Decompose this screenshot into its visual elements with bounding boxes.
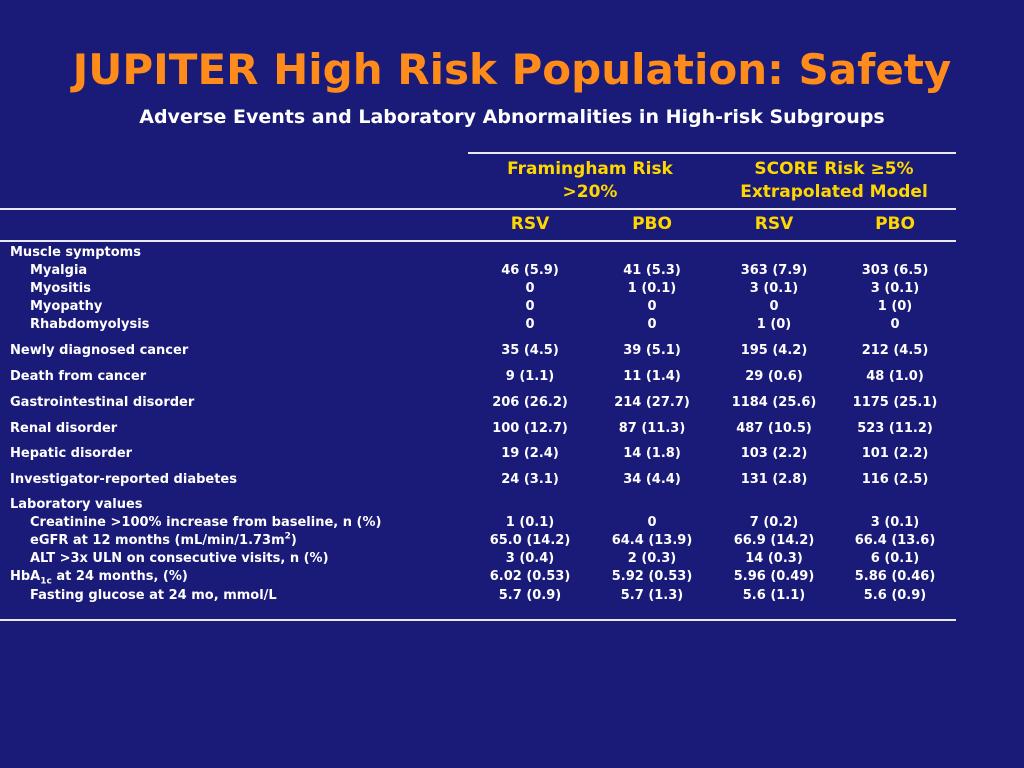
table-cell: 5.92 (0.53) bbox=[611, 569, 693, 584]
table-cell: 9 (1.1) bbox=[505, 369, 555, 384]
row-label-subscript: 1c bbox=[40, 576, 52, 587]
group-header-line: SCORE Risk ≥5% bbox=[754, 159, 914, 179]
table-cell: 5.6 (1.1) bbox=[742, 588, 806, 603]
table-cell: 5.96 (0.49) bbox=[733, 569, 815, 584]
table-cell: 0 bbox=[647, 299, 657, 314]
table-cell: 3 (0.1) bbox=[749, 281, 799, 296]
column-header-framingham-rsv: RSV bbox=[510, 214, 550, 234]
table-cell: 1 (0.1) bbox=[627, 281, 677, 296]
table-cell: 3 (0.4) bbox=[505, 551, 555, 566]
column-header-score-pbo: PBO bbox=[875, 214, 915, 234]
row-label: Creatinine >100% increase from baseline,… bbox=[30, 515, 382, 530]
table-cell: 1 (0.1) bbox=[505, 515, 555, 530]
table-cell: 0 bbox=[525, 281, 535, 296]
table-cell: 65.0 (14.2) bbox=[489, 533, 571, 548]
slide-subtitle: Adverse Events and Laboratory Abnormalit… bbox=[139, 106, 885, 128]
column-header-framingham-pbo: PBO bbox=[632, 214, 672, 234]
table-cell: 11 (1.4) bbox=[623, 369, 681, 384]
table-cell: 101 (2.2) bbox=[861, 446, 929, 461]
table-cell: 34 (4.4) bbox=[623, 472, 681, 487]
table-cell: 0 bbox=[890, 317, 900, 332]
table-cell: 41 (5.3) bbox=[623, 263, 681, 278]
table-cell: 6.02 (0.53) bbox=[489, 569, 571, 584]
table-cell: 103 (2.2) bbox=[740, 446, 808, 461]
table-cell: 1184 (25.6) bbox=[731, 395, 817, 410]
table-cell: 87 (11.3) bbox=[618, 421, 686, 436]
row-label: Myalgia bbox=[30, 263, 88, 278]
row-label: Myositis bbox=[30, 281, 91, 296]
group-header-score: SCORE Risk ≥5% Extrapolated Model bbox=[714, 158, 954, 204]
slide-title: JUPITER High Risk Population: Safety bbox=[72, 45, 952, 94]
table-cell: 3 (0.1) bbox=[870, 281, 920, 296]
table-cell: 116 (2.5) bbox=[861, 472, 929, 487]
group-header-rule bbox=[0, 208, 956, 210]
table-cell: 64.4 (13.9) bbox=[611, 533, 693, 548]
row-label-text: HbA bbox=[10, 569, 41, 584]
table-top-rule bbox=[468, 152, 956, 154]
table-cell: 48 (1.0) bbox=[866, 369, 924, 384]
table-cell: 131 (2.8) bbox=[740, 472, 808, 487]
column-header-rule bbox=[0, 240, 956, 242]
table-cell: 19 (2.4) bbox=[501, 446, 559, 461]
column-header-score-rsv: RSV bbox=[754, 214, 794, 234]
table-cell: 14 (0.3) bbox=[745, 551, 803, 566]
table-cell: 206 (26.2) bbox=[492, 395, 568, 410]
table-cell: 5.7 (1.3) bbox=[620, 588, 684, 603]
table-cell: 66.9 (14.2) bbox=[733, 533, 815, 548]
table-cell: 5.6 (0.9) bbox=[863, 588, 927, 603]
table-cell: 0 bbox=[525, 299, 535, 314]
row-label: Investigator-reported diabetes bbox=[10, 472, 237, 487]
table-cell: 35 (4.5) bbox=[501, 343, 559, 358]
group-header-line: Framingham Risk bbox=[507, 159, 673, 179]
row-label: Newly diagnosed cancer bbox=[10, 343, 189, 358]
group-header-line: >20% bbox=[562, 182, 618, 202]
row-label: Rhabdomyolysis bbox=[30, 317, 150, 332]
table-cell: 14 (1.8) bbox=[623, 446, 681, 461]
table-cell: 0 bbox=[769, 299, 779, 314]
row-label: Laboratory values bbox=[10, 497, 143, 512]
table-cell: 39 (5.1) bbox=[623, 343, 681, 358]
row-label: Renal disorder bbox=[10, 421, 118, 436]
table-cell: 363 (7.9) bbox=[740, 263, 808, 278]
table-cell: 3 (0.1) bbox=[870, 515, 920, 530]
row-label: ALT >3x ULN on consecutive visits, n (%) bbox=[30, 551, 329, 566]
table-cell: 303 (6.5) bbox=[861, 263, 929, 278]
row-label-text: at 24 months, (%) bbox=[51, 569, 188, 584]
row-label-text: eGFR at 12 months (mL/min/1.73m bbox=[30, 533, 285, 548]
table-cell: 24 (3.1) bbox=[501, 472, 559, 487]
group-header-line: Extrapolated Model bbox=[740, 182, 928, 202]
table-cell: 0 bbox=[525, 317, 535, 332]
table-cell: 5.86 (0.46) bbox=[854, 569, 936, 584]
table-cell: 2 (0.3) bbox=[627, 551, 677, 566]
table-cell: 1 (0) bbox=[877, 299, 913, 314]
table-cell: 212 (4.5) bbox=[861, 343, 929, 358]
group-header-framingham: Framingham Risk >20% bbox=[470, 158, 710, 204]
table-cell: 1 (0) bbox=[756, 317, 792, 332]
table-cell: 29 (0.6) bbox=[745, 369, 803, 384]
table-cell: 5.7 (0.9) bbox=[498, 588, 562, 603]
table-bottom-rule bbox=[0, 619, 956, 621]
table-cell: 195 (4.2) bbox=[740, 343, 808, 358]
table-cell: 66.4 (13.6) bbox=[854, 533, 936, 548]
row-label: Death from cancer bbox=[10, 369, 147, 384]
row-label: eGFR at 12 months (mL/min/1.73m2) bbox=[30, 531, 297, 549]
row-label: Muscle symptoms bbox=[10, 245, 141, 260]
row-label: Gastrointestinal disorder bbox=[10, 395, 195, 410]
table-cell: 523 (11.2) bbox=[857, 421, 933, 436]
row-label: Fasting glucose at 24 mo, mmol/L bbox=[30, 588, 277, 603]
row-label: HbA1c at 24 months, (%) bbox=[10, 569, 188, 587]
table-cell: 100 (12.7) bbox=[492, 421, 568, 436]
row-label-superscript: 2 bbox=[284, 531, 291, 542]
table-cell: 7 (0.2) bbox=[749, 515, 799, 530]
table-cell: 0 bbox=[647, 515, 657, 530]
table-cell: 0 bbox=[647, 317, 657, 332]
table-cell: 214 (27.7) bbox=[614, 395, 690, 410]
table-cell: 46 (5.9) bbox=[501, 263, 559, 278]
row-label: Myopathy bbox=[30, 299, 103, 314]
table-cell: 487 (10.5) bbox=[736, 421, 812, 436]
table-cell: 1175 (25.1) bbox=[852, 395, 938, 410]
row-label-text: ) bbox=[290, 533, 297, 548]
table-cell: 6 (0.1) bbox=[870, 551, 920, 566]
row-label: Hepatic disorder bbox=[10, 446, 133, 461]
